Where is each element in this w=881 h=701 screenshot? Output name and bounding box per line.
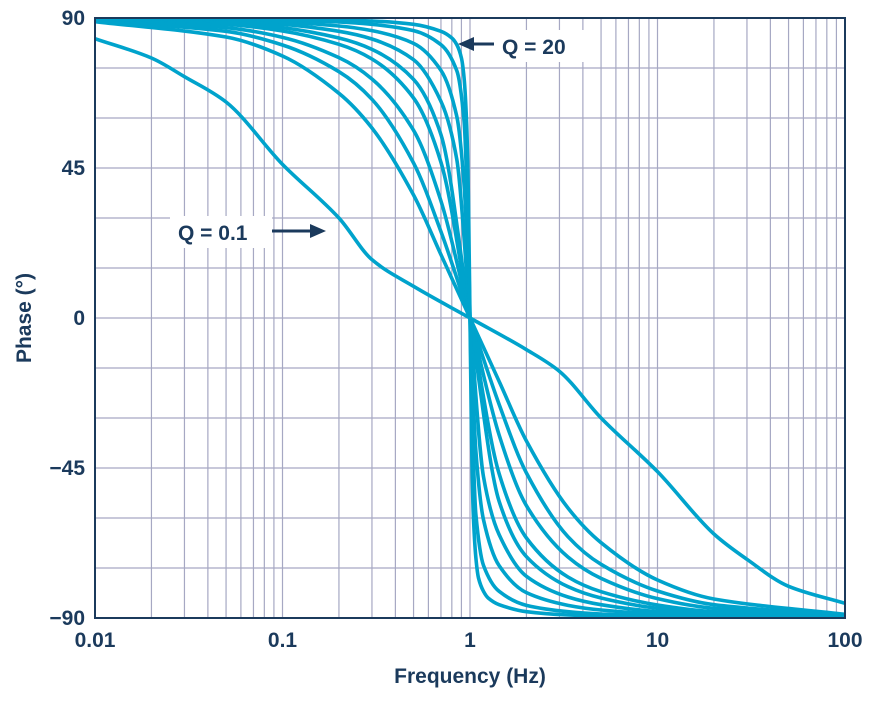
y-tick-label: −90 [49, 607, 85, 630]
y-tick-labels: 90 45 0 −45 −90 [49, 7, 85, 630]
series-lines [95, 18, 845, 618]
y-tick-label: 0 [73, 307, 85, 330]
x-tick-label: 0.01 [75, 629, 116, 652]
x-tick-label: 100 [827, 629, 862, 652]
annotation-q20-arrow-head [458, 37, 474, 51]
annotations: Q = 20 Q = 0.1 [170, 30, 588, 248]
annotation-q01-label: Q = 0.1 [178, 222, 248, 245]
x-tick-labels: 0.01 0.1 1 10 100 [75, 629, 863, 652]
grid-lines [95, 18, 845, 618]
annotation-q20-background [496, 30, 588, 62]
series-line-q-20 [95, 18, 845, 618]
x-tick-label: 0.1 [268, 629, 298, 652]
y-tick-label: −45 [49, 457, 85, 480]
y-axis-title: Phase (°) [13, 273, 36, 363]
plot-frame [94, 17, 846, 619]
annotation-q01-arrow-head [310, 224, 326, 238]
x-tick-label: 10 [646, 629, 669, 652]
annotation-q01-background [170, 216, 272, 248]
y-tick-label: 90 [62, 7, 85, 30]
y-tick-label: 45 [62, 157, 86, 180]
x-axis-title: Frequency (Hz) [394, 665, 546, 688]
x-tick-label: 1 [464, 629, 476, 652]
annotation-q20-label: Q = 20 [502, 36, 566, 59]
